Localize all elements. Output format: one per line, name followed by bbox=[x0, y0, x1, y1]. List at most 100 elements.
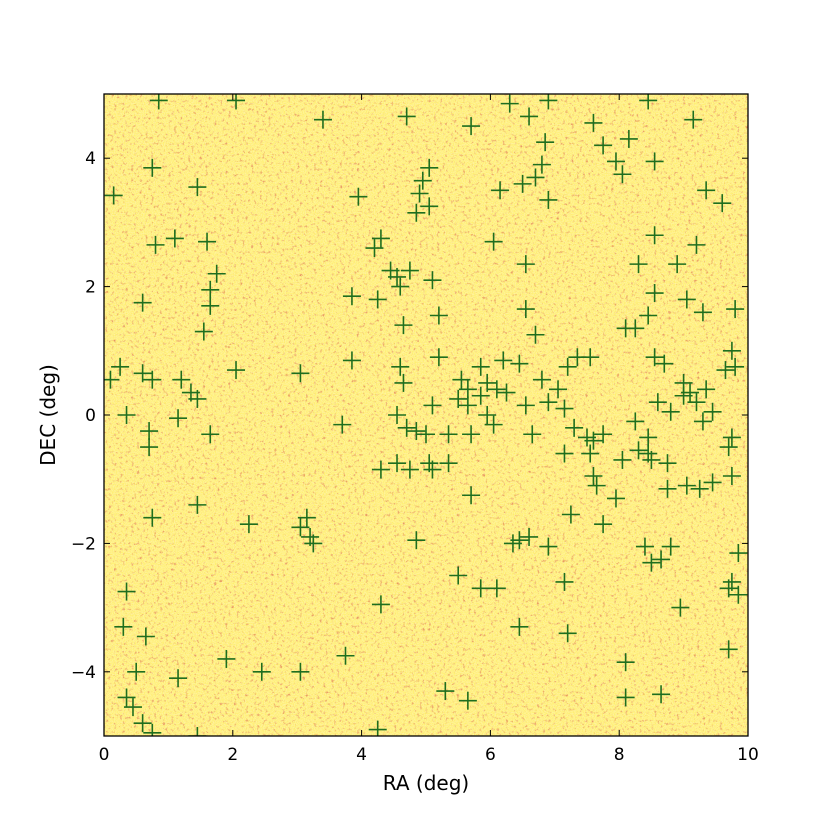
scatter-point bbox=[133, 293, 152, 312]
scatter-point bbox=[462, 117, 481, 136]
scatter-point bbox=[645, 152, 664, 171]
scatter-point bbox=[671, 598, 690, 617]
x-tick-label: 0 bbox=[99, 745, 110, 765]
scatter-point bbox=[516, 255, 535, 274]
scatter-point bbox=[291, 662, 310, 681]
x-tick-label: 8 bbox=[614, 745, 625, 765]
scatter-point bbox=[140, 422, 159, 441]
scatter-point bbox=[420, 197, 439, 216]
scatter-point bbox=[594, 425, 613, 444]
scatter-point bbox=[587, 476, 606, 495]
y-axis: −4 −2 0 2 4 bbox=[71, 149, 748, 683]
scatter-point bbox=[606, 152, 625, 171]
scatter-point bbox=[407, 203, 426, 222]
scatter-point bbox=[297, 508, 316, 527]
scatter-point bbox=[169, 409, 188, 428]
scatter-point bbox=[639, 306, 658, 325]
scatter-point bbox=[117, 688, 136, 707]
scatter-point bbox=[227, 361, 246, 380]
heatmap-background bbox=[104, 94, 748, 736]
scatter-point bbox=[697, 181, 716, 200]
scatter-point bbox=[388, 454, 407, 473]
x-axis-label: RA (deg) bbox=[383, 771, 469, 795]
scatter-point bbox=[198, 232, 217, 251]
scatter-point bbox=[645, 348, 664, 367]
scatter-point bbox=[394, 316, 413, 335]
scatter-point bbox=[104, 186, 123, 205]
scatter-point bbox=[497, 383, 516, 402]
scatter-point bbox=[368, 290, 387, 309]
scatter-point bbox=[722, 466, 741, 485]
scatter-point bbox=[143, 370, 162, 389]
scatter-point bbox=[487, 579, 506, 598]
scatter-point bbox=[635, 537, 654, 556]
scatter-point bbox=[520, 107, 539, 126]
scatter-point bbox=[371, 460, 390, 479]
scatter-point bbox=[629, 255, 648, 274]
scatter-point bbox=[658, 479, 677, 498]
scatter-point bbox=[169, 669, 188, 688]
x-tick-label: 2 bbox=[227, 745, 238, 765]
scatter-point bbox=[642, 450, 661, 469]
scatter-point bbox=[555, 572, 574, 591]
scatter-point bbox=[429, 306, 448, 325]
y-tick-label: 2 bbox=[85, 278, 96, 298]
scatter-point bbox=[613, 450, 632, 469]
scatter-point bbox=[616, 653, 635, 672]
scatter-point bbox=[626, 412, 645, 431]
scatter-point bbox=[201, 296, 220, 315]
scatter-point bbox=[655, 354, 674, 373]
scatter-point bbox=[471, 386, 490, 405]
scatter-point bbox=[532, 370, 551, 389]
scatter-point bbox=[697, 380, 716, 399]
scatter-point bbox=[452, 370, 471, 389]
scatter-point bbox=[658, 454, 677, 473]
scatter-point bbox=[539, 190, 558, 209]
scatter-point bbox=[449, 389, 468, 408]
scatter-point bbox=[420, 158, 439, 177]
scatter-point bbox=[639, 428, 658, 447]
scatter-point bbox=[439, 425, 458, 444]
scatter-point bbox=[726, 357, 745, 376]
scatter-point bbox=[526, 325, 545, 344]
scatter-point bbox=[594, 515, 613, 534]
scatter-point bbox=[516, 396, 535, 415]
scatter-point bbox=[136, 627, 155, 646]
scatter-point bbox=[471, 579, 490, 598]
scatter-point bbox=[652, 685, 671, 704]
scatter-point bbox=[436, 682, 455, 701]
scatter-point bbox=[342, 287, 361, 306]
scatter-point bbox=[407, 531, 426, 550]
scatter-point bbox=[722, 572, 741, 591]
scatter-point bbox=[478, 406, 497, 424]
y-tick-label: 0 bbox=[85, 406, 96, 426]
scatter-point bbox=[172, 370, 191, 389]
scatter-point bbox=[400, 261, 419, 280]
scatter-point bbox=[719, 438, 738, 457]
scatter-point bbox=[613, 165, 632, 184]
scatter-point bbox=[510, 531, 529, 550]
scatter-point bbox=[584, 113, 603, 132]
scatter-point bbox=[140, 438, 159, 457]
scatter-point bbox=[594, 136, 613, 155]
scatter-point bbox=[520, 527, 539, 546]
scatter-point bbox=[652, 550, 671, 569]
scatter-point bbox=[165, 229, 184, 248]
scatter-point bbox=[458, 380, 477, 399]
y-tick-label: −4 bbox=[71, 663, 96, 683]
scatter-point bbox=[394, 373, 413, 392]
x-tick-label: 4 bbox=[356, 745, 367, 765]
scatter-point bbox=[661, 537, 680, 556]
marker-layer bbox=[104, 94, 748, 736]
scatter-point bbox=[558, 624, 577, 643]
scatter-point bbox=[584, 466, 603, 485]
scatter-point bbox=[616, 688, 635, 707]
scatter-point bbox=[561, 505, 580, 524]
scatter-point bbox=[703, 402, 722, 421]
x-tick-label: 10 bbox=[737, 745, 759, 765]
scatter-point bbox=[581, 348, 600, 367]
scatter-point bbox=[391, 277, 410, 296]
scatter-point bbox=[188, 178, 207, 197]
scatter-point bbox=[526, 168, 545, 187]
